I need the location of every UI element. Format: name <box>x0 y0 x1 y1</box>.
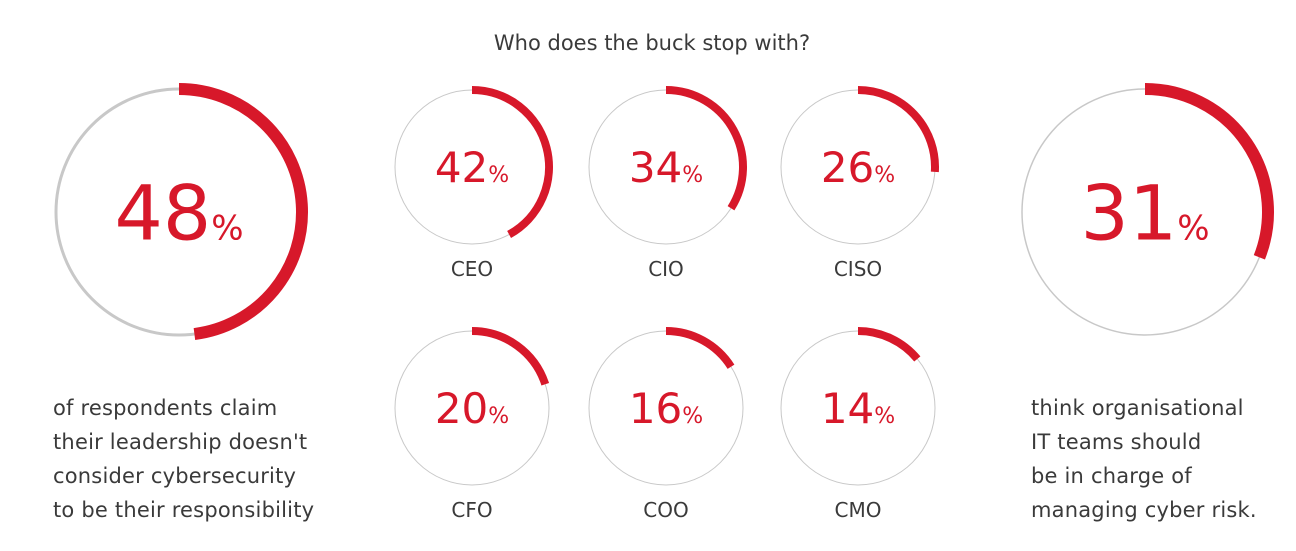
donut-ciso-value-number: 26 <box>821 143 874 192</box>
caption-right-line: managing cyber risk. <box>1031 498 1257 522</box>
donut-cfo-arc <box>471 327 550 386</box>
donut-coo-value-label: 16% <box>629 384 703 433</box>
donut-cio-value-number: 34 <box>629 143 682 192</box>
donut-cio-arc <box>665 86 747 211</box>
caption-right-line: IT teams should <box>1031 430 1202 454</box>
donut-coo-role-label: COO <box>643 498 688 522</box>
caption-left-line: of respondents claim <box>53 396 278 420</box>
donut-cmo-value-label: 14% <box>821 384 895 433</box>
headline-left-percent-sign: % <box>211 208 243 248</box>
donut-ciso-value-label: 26% <box>821 143 895 192</box>
donut-cmo-percent-sign: % <box>874 404 895 429</box>
donut-ciso-arc <box>857 86 939 173</box>
donut-cfo-role-label: CFO <box>451 498 492 522</box>
headline-right-arc <box>1144 83 1274 260</box>
headline-right-value-label: 31% <box>1080 168 1209 257</box>
donut-cio-role-label: CIO <box>648 257 684 281</box>
donut-ceo-value-number: 42 <box>435 143 488 192</box>
donut-ciso-role-label: CISO <box>834 257 882 281</box>
donut-ceo-value-label: 42% <box>435 143 509 192</box>
caption-right-line: be in charge of <box>1031 464 1192 488</box>
donut-ceo-role-label: CEO <box>451 257 493 281</box>
donut-cmo-value-number: 14 <box>821 384 874 433</box>
donut-cio-percent-sign: % <box>682 163 703 188</box>
donut-ceo-percent-sign: % <box>488 163 509 188</box>
caption-left-line: their leadership doesn't <box>53 430 308 454</box>
donut-cfo-percent-sign: % <box>488 404 509 429</box>
donut-cfo-value-label: 20% <box>435 384 509 433</box>
caption-left: of respondents claim their leadership do… <box>53 391 314 527</box>
donut-coo-arc <box>665 327 735 369</box>
caption-left-line: consider cybersecurity <box>53 464 297 488</box>
caption-right: think organisational IT teams should be … <box>1031 391 1257 527</box>
headline-right-value-number: 31 <box>1080 168 1177 257</box>
donut-cmo-arc <box>857 327 921 362</box>
donut-cfo-value-number: 20 <box>435 384 488 433</box>
donut-cmo-role-label: CMO <box>835 498 882 522</box>
headline-left-value-label: 48% <box>114 168 243 257</box>
donut-ceo-arc <box>471 86 553 238</box>
headline-left-arc <box>178 83 308 340</box>
chart-title: Who does the buck stop with? <box>494 31 810 55</box>
caption-right-line: think organisational <box>1031 396 1244 420</box>
donut-coo-value-number: 16 <box>629 384 682 433</box>
donut-ciso-percent-sign: % <box>874 163 895 188</box>
caption-left-line: to be their responsibility <box>53 498 315 522</box>
headline-left-value-number: 48 <box>114 168 211 257</box>
donut-coo-percent-sign: % <box>682 404 703 429</box>
headline-right-percent-sign: % <box>1177 208 1209 248</box>
donut-group: 48% 31%42%CEO34%CIO26%CISO20%CFO16%COO14%… <box>54 83 1274 522</box>
donut-cio-value-label: 34% <box>629 143 703 192</box>
